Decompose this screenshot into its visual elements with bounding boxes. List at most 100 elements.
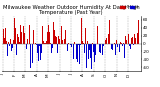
Bar: [109, 20, 110, 44]
Bar: [100, 44, 101, 53]
Bar: [70, 44, 71, 45]
Bar: [71, 44, 72, 47]
Bar: [47, 32, 48, 44]
Bar: [24, 33, 25, 44]
Bar: [23, 26, 24, 44]
Bar: [89, 44, 90, 50]
Bar: [9, 44, 10, 46]
Bar: [112, 44, 113, 50]
Bar: [29, 25, 30, 44]
Bar: [32, 44, 33, 63]
Bar: [67, 44, 68, 51]
Bar: [77, 44, 78, 62]
Bar: [99, 44, 100, 52]
Bar: [60, 41, 61, 44]
Bar: [5, 28, 6, 44]
Bar: [90, 44, 91, 58]
Bar: [97, 26, 98, 44]
Bar: [105, 40, 106, 44]
Bar: [132, 37, 133, 44]
Bar: [10, 39, 11, 44]
Bar: [120, 42, 121, 44]
Bar: [59, 39, 60, 44]
Bar: [63, 39, 64, 44]
Bar: [65, 30, 66, 44]
Bar: [18, 37, 19, 44]
Bar: [126, 40, 127, 44]
Bar: [123, 43, 124, 44]
Bar: [104, 44, 105, 55]
Bar: [131, 38, 132, 44]
Bar: [49, 32, 50, 44]
Bar: [108, 34, 109, 44]
Bar: [88, 44, 89, 59]
Bar: [64, 39, 65, 44]
Bar: [50, 43, 51, 44]
Bar: [119, 44, 120, 52]
Bar: [115, 44, 116, 55]
Bar: [48, 25, 49, 44]
Bar: [53, 22, 54, 44]
Bar: [133, 44, 134, 45]
Bar: [117, 44, 118, 47]
Bar: [16, 44, 17, 55]
Bar: [26, 44, 27, 49]
Bar: [68, 43, 69, 44]
Bar: [12, 44, 13, 48]
Bar: [91, 44, 92, 69]
Bar: [36, 44, 37, 45]
Bar: [87, 41, 88, 44]
Bar: [28, 44, 29, 46]
Bar: [101, 44, 102, 53]
Bar: [134, 34, 135, 44]
Bar: [137, 33, 138, 44]
Bar: [62, 40, 63, 44]
Bar: [57, 44, 58, 53]
Bar: [15, 28, 16, 44]
Bar: [42, 26, 43, 44]
Bar: [3, 29, 4, 44]
Bar: [124, 44, 125, 58]
Bar: [122, 44, 123, 46]
Bar: [93, 44, 94, 52]
Bar: [31, 41, 32, 44]
Bar: [25, 39, 26, 44]
Bar: [92, 43, 93, 44]
Bar: [74, 42, 75, 44]
Bar: [139, 32, 140, 44]
Bar: [102, 44, 103, 55]
Bar: [79, 44, 80, 64]
Bar: [27, 39, 28, 44]
Bar: [106, 38, 107, 44]
Bar: [21, 32, 22, 44]
Bar: [41, 44, 42, 53]
Bar: [46, 41, 47, 44]
Bar: [125, 36, 126, 44]
Bar: [72, 44, 73, 47]
Bar: [56, 37, 57, 44]
Bar: [103, 44, 104, 46]
Bar: [39, 44, 40, 46]
Bar: [76, 44, 77, 59]
Bar: [17, 34, 18, 44]
Bar: [55, 36, 56, 44]
Bar: [19, 44, 20, 50]
Bar: [78, 44, 79, 45]
Bar: [111, 44, 112, 49]
Bar: [136, 36, 137, 44]
Bar: [73, 44, 74, 60]
Bar: [80, 44, 81, 45]
Bar: [82, 41, 83, 44]
Legend: Hi, Lo: Hi, Lo: [120, 5, 139, 10]
Bar: [129, 44, 130, 46]
Bar: [11, 44, 12, 51]
Bar: [14, 18, 15, 44]
Bar: [44, 43, 45, 44]
Bar: [35, 43, 36, 44]
Bar: [86, 44, 87, 68]
Bar: [114, 43, 115, 44]
Bar: [61, 26, 62, 44]
Bar: [43, 41, 44, 44]
Bar: [58, 36, 59, 44]
Bar: [20, 25, 21, 44]
